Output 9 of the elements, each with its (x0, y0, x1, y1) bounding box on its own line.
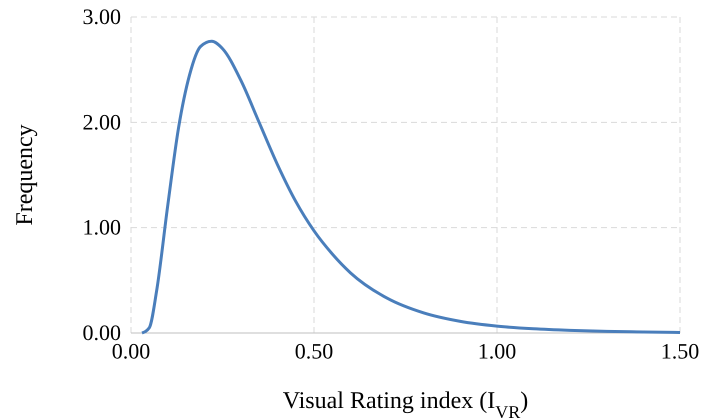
x-tick-label: 1.50 (660, 338, 700, 364)
x-tick-label: 0.50 (294, 338, 334, 364)
x-tick-label: 1.00 (478, 338, 516, 364)
y-tick-label: 3.00 (82, 4, 121, 30)
x-axis-title: Visual Rating index (I$_{VR}$) (282, 388, 528, 418)
y-tick-label: 1.00 (82, 214, 121, 240)
y-tick-label: 2.00 (82, 109, 121, 134)
line-series (140, 40, 682, 334)
y-axis-title: Frequency (12, 124, 38, 226)
